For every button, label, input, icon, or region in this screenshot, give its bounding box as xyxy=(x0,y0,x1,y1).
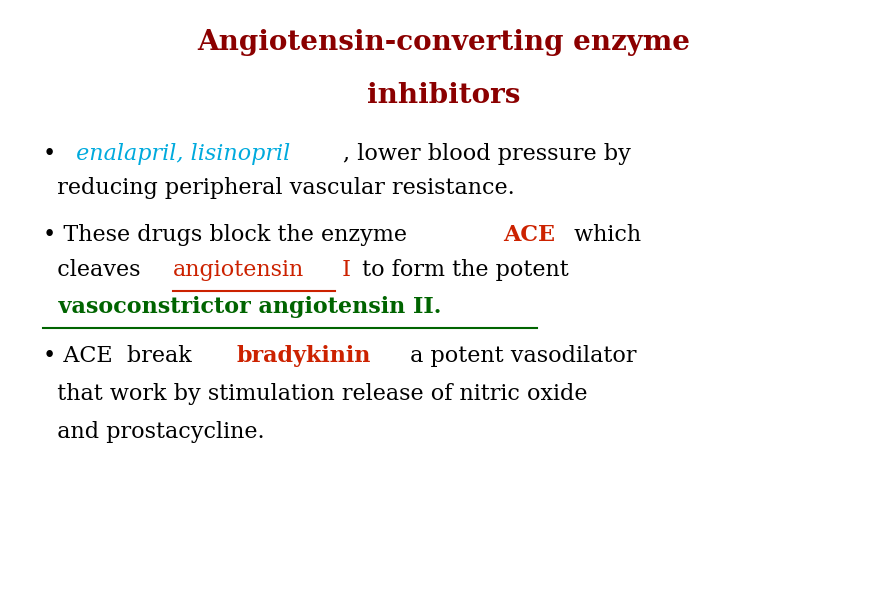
Text: and prostacycline.: and prostacycline. xyxy=(43,421,265,443)
Text: • ACE  break: • ACE break xyxy=(43,345,199,367)
Text: I: I xyxy=(335,259,351,280)
Text: enalapril, lisinopril: enalapril, lisinopril xyxy=(68,143,290,164)
Text: angiotensin: angiotensin xyxy=(173,259,304,280)
Text: to form the potent: to form the potent xyxy=(355,259,569,280)
Text: a potent vasodilator: a potent vasodilator xyxy=(402,345,635,367)
Text: Angiotensin-converting enzyme: Angiotensin-converting enzyme xyxy=(197,30,689,57)
Text: inhibitors: inhibitors xyxy=(367,82,519,109)
Text: bradykinin: bradykinin xyxy=(236,345,370,367)
Text: that work by stimulation release of nitric oxide: that work by stimulation release of nitr… xyxy=(43,383,587,405)
Text: cleaves: cleaves xyxy=(43,259,148,280)
Text: ACE: ACE xyxy=(502,223,555,246)
Text: vasoconstrictor angiotensin II.: vasoconstrictor angiotensin II. xyxy=(43,296,441,318)
Text: which: which xyxy=(567,223,641,246)
Text: • These drugs block the enzyme: • These drugs block the enzyme xyxy=(43,223,414,246)
Text: , lower blood pressure by: , lower blood pressure by xyxy=(342,143,630,164)
Text: •: • xyxy=(43,143,64,164)
Text: reducing peripheral vascular resistance.: reducing peripheral vascular resistance. xyxy=(43,178,515,199)
